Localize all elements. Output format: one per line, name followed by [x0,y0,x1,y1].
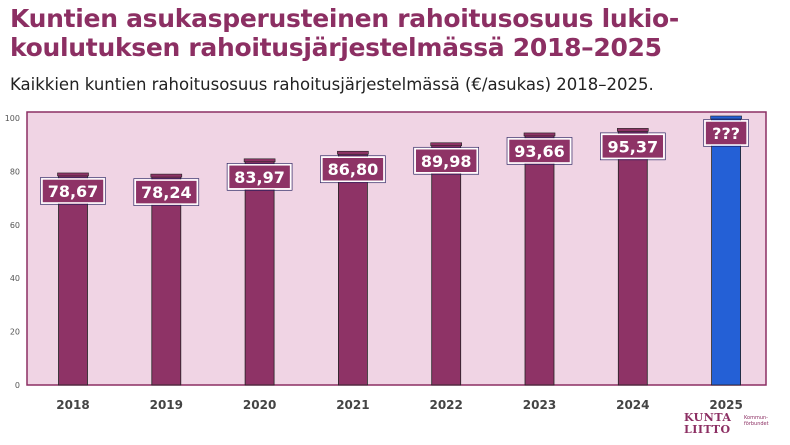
bar [431,144,462,386]
data-label: ??? [712,124,740,143]
y-tick-label: 40 [10,274,20,283]
data-label: 78,67 [48,182,99,201]
bar-cap [57,172,89,177]
logo-line1: KUNTA [684,411,732,424]
kuntaliitto-logo: KUNTA LIITTO Kommun- förbundet [684,412,784,442]
y-tick-label: 0 [15,381,20,390]
data-label-box [41,178,105,204]
data-label-border [226,163,293,191]
x-tick-label: 2019 [150,398,183,412]
logo-line2: LIITTO [684,423,731,436]
x-tick-label: 2023 [523,398,556,412]
y-axis: 0 20 40 60 80 100 [5,114,20,390]
bar [337,152,368,386]
bar [58,174,88,386]
bar [524,134,555,386]
data-label: 83,97 [234,168,285,187]
bar-cap [243,158,276,163]
bars: 78,67 78,24 83,97 86,80 89,98 93,66 95,37??? [40,115,749,386]
data-label-box [704,120,748,146]
x-tick-label: 2020 [243,398,276,412]
data-label-border [40,177,106,205]
bar [617,129,648,386]
bar-cap [430,142,463,147]
x-tick-label: 2025 [709,398,742,412]
x-tick-label: 2021 [336,398,369,412]
data-label-box [507,138,572,164]
bar-cap [150,173,183,178]
y-tick-label: 80 [10,167,20,176]
logo-sub1: Kommun- [744,415,768,421]
data-label: 86,80 [328,160,379,179]
data-label-box [414,148,478,174]
data-label: 93,66 [514,142,565,161]
data-label-border [133,178,200,206]
x-axis: 2018 2019 2020 2021 2022 2023 2024 2025 [56,398,743,412]
data-label: 78,24 [141,183,192,202]
y-tick-label: 20 [10,328,20,337]
data-label-box [601,133,665,160]
x-tick-label: 2018 [56,398,89,412]
data-label-box [321,156,385,182]
x-tick-label: 2022 [429,398,462,412]
y-tick-label: 60 [10,221,20,230]
chart-subtitle: Kaikkien kuntien rahoitusosuus rahoitusj… [10,75,654,94]
bar-cap [523,132,556,137]
logo-sub2: förbundet [744,421,769,427]
data-label-border [599,132,666,161]
bar [244,160,275,386]
x-tick-label: 2024 [616,398,649,412]
data-label-border [320,155,386,184]
data-label-border [703,119,749,147]
logo-subtext: Kommun- förbundet [744,415,769,427]
data-label-border [506,137,573,165]
bar-cap [710,115,742,120]
bar [151,175,182,386]
bar-cap [616,128,649,132]
data-label-border [413,146,480,175]
logo-wordmark: KUNTA LIITTO [684,412,731,436]
data-label-box [227,164,292,190]
y-tick-label: 100 [5,114,20,123]
data-label: 89,98 [421,152,472,171]
bar [711,117,741,386]
data-label: 95,37 [607,137,658,156]
chart-title: Kuntien asukasperusteinen rahoitusosuus … [10,4,679,62]
bar-cap [337,150,369,155]
data-label-box [134,179,199,205]
